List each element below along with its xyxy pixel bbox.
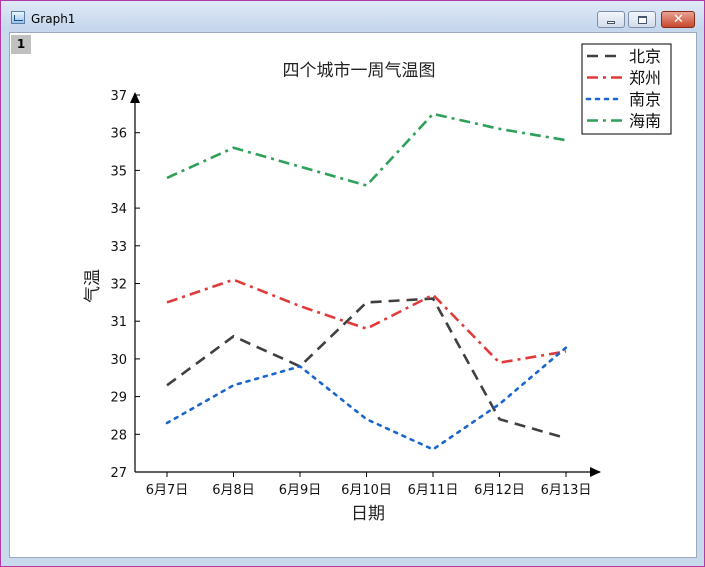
y-tick-label: 28	[110, 428, 127, 443]
x-tick-label: 6月13日	[541, 483, 592, 498]
x-tick-label: 6月9日	[279, 483, 322, 498]
window-titlebar[interactable]: Graph1 ✕	[1, 1, 704, 31]
series-line-4	[166, 112, 567, 187]
x-axis-label: 日期	[351, 504, 385, 524]
y-tick-label: 31	[110, 315, 127, 330]
minimize-button[interactable]	[597, 11, 625, 28]
legend-label-1: 北京	[629, 47, 661, 66]
y-tick-label: 35	[110, 164, 127, 179]
window-title: Graph1	[31, 12, 76, 26]
x-tick-label: 6月10日	[341, 483, 392, 498]
chart-axes: 27 28 29 30 31 32 33 34 35 36 37 6月7日 6月8日 6月9日 6月10日 6…	[110, 89, 601, 498]
maximize-button[interactable]	[628, 11, 656, 28]
legend-box	[581, 43, 672, 135]
x-tick-label: 6月7日	[146, 483, 189, 498]
y-tick-label: 29	[110, 391, 127, 406]
y-axis-arrow	[130, 92, 140, 103]
graph-window-icon[interactable]	[11, 11, 25, 24]
graph-canvas[interactable]: 1 四个城市一周气温图 27 28 29 30 31 32 33 34 35 36 37 6月7日 6月…	[9, 32, 697, 558]
y-tick-label: 32	[110, 278, 127, 293]
x-tick-label: 6月11日	[408, 483, 459, 498]
close-icon: ✕	[673, 12, 684, 27]
close-button[interactable]: ✕	[661, 11, 695, 28]
series-line-2	[166, 278, 567, 365]
x-tick-label: 6月8日	[212, 483, 255, 498]
y-tick-label: 37	[110, 89, 127, 104]
y-tick-label: 34	[110, 202, 127, 217]
y-tick-label: 30	[110, 353, 127, 368]
y-tick-label: 36	[110, 127, 127, 142]
legend-label-4: 海南	[629, 112, 661, 131]
line-chart: 四个城市一周气温图 27 28 29 30 31 32 33 34 35 36 37 6月7日 6月8日…	[83, 43, 672, 524]
x-tick-label: 6月12日	[474, 483, 525, 498]
legend-label-3: 南京	[629, 90, 661, 109]
y-axis-label: 气温	[83, 269, 103, 303]
chart-plot-area	[165, 112, 568, 451]
x-axis-arrow	[590, 467, 601, 477]
minimize-icon	[607, 21, 615, 24]
y-tick-label: 33	[110, 240, 127, 255]
maximize-icon	[638, 16, 647, 24]
y-tick-label: 27	[110, 466, 127, 481]
chart-title: 四个城市一周气温图	[283, 61, 436, 81]
series-line-1	[166, 297, 567, 440]
layer-number-badge[interactable]: 1	[11, 35, 31, 54]
legend-label-2: 郑州	[629, 69, 661, 88]
